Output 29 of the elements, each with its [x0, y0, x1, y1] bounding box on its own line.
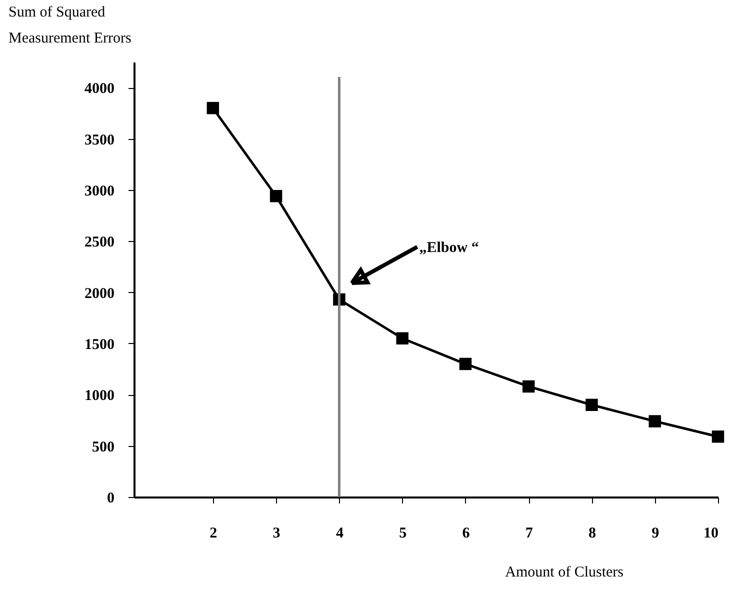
x-tick-label: 9 — [652, 526, 660, 542]
point — [648, 415, 661, 428]
y-tick-label: 2000 — [84, 286, 114, 302]
x-axis-title: Amount of Clusters — [505, 564, 624, 580]
x-tick-label: 10 — [704, 526, 718, 542]
point — [522, 380, 535, 393]
y-tick-label: 3500 — [84, 132, 114, 148]
point — [459, 358, 472, 370]
y-tick-label: 1500 — [84, 336, 114, 353]
y-tick-label: 500 — [92, 439, 114, 456]
point — [586, 398, 598, 412]
x-tick-label: 4 — [336, 526, 344, 542]
y-tick-label: 1000 — [84, 388, 114, 404]
y-tick-label: 4000 — [84, 81, 114, 98]
point — [206, 102, 220, 114]
y-axis-title: Sum of Squared Measurement Errors — [8, 4, 132, 46]
x-tick-label: 6 — [462, 526, 470, 542]
point — [396, 332, 408, 344]
x-tick-label: 8 — [588, 526, 596, 542]
point — [270, 190, 282, 202]
point — [712, 430, 724, 443]
y-tick-label: 2500 — [84, 234, 114, 251]
annotation: „Elbow “ — [419, 240, 480, 256]
y-tick-label: 0 — [107, 490, 114, 506]
x-tick-label: 7 — [525, 526, 534, 542]
x-tick-label: 3 — [272, 526, 280, 542]
y-tick-label: 3000 — [84, 183, 114, 200]
x-tick-label: 5 — [399, 526, 407, 542]
x-tick-label: 2 — [210, 526, 218, 542]
